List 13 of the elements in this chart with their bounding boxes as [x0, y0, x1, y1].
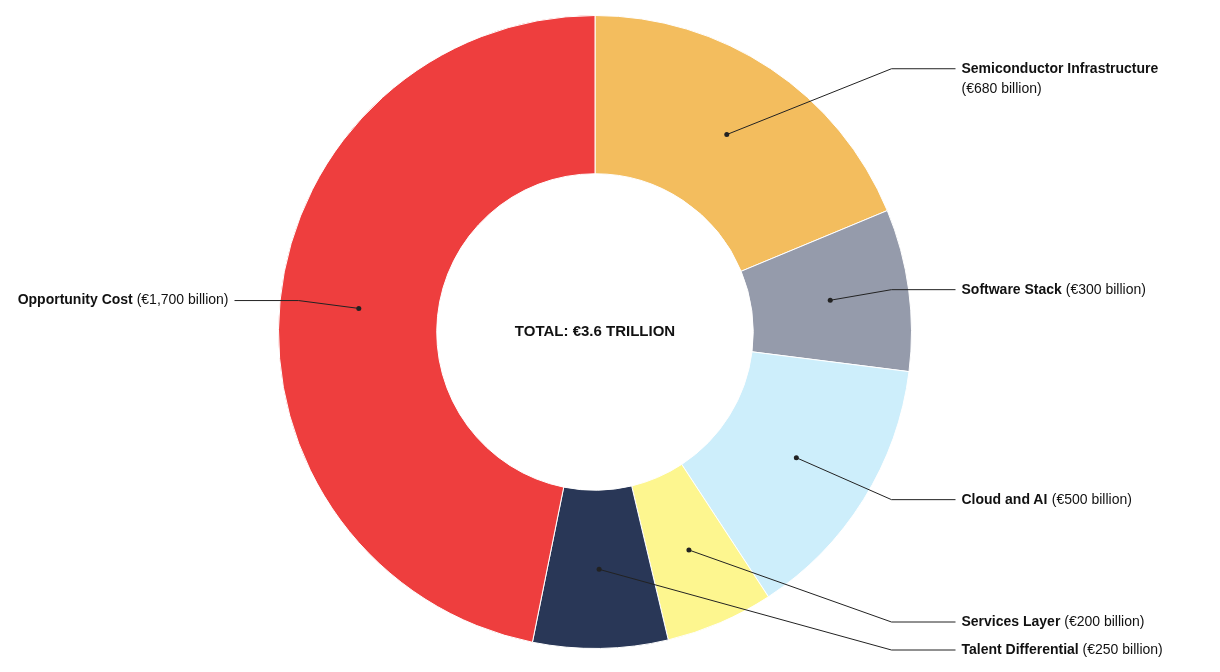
slice-label: Talent Differential	[961, 640, 1079, 657]
slice-label: Opportunity Cost	[17, 291, 134, 308]
data-label: (€200 billion)	[1060, 612, 1145, 629]
data-label: (€250 billion)	[1078, 640, 1163, 657]
slice-label: Software Stack	[961, 280, 1063, 297]
data-label: (€680 billion)	[961, 79, 1042, 96]
slice-label: Cloud and AI	[961, 490, 1048, 507]
data-label: (€500 billion)	[1047, 490, 1132, 507]
slice-label: Services Layer	[961, 612, 1061, 629]
slice-label: Semiconductor Infrastructure	[961, 59, 1159, 76]
data-label: (€300 billion)	[1061, 280, 1146, 297]
data-label: (€1,700 billion)	[132, 291, 229, 308]
text: TOTAL: €3.6 TRILLION	[514, 322, 676, 340]
